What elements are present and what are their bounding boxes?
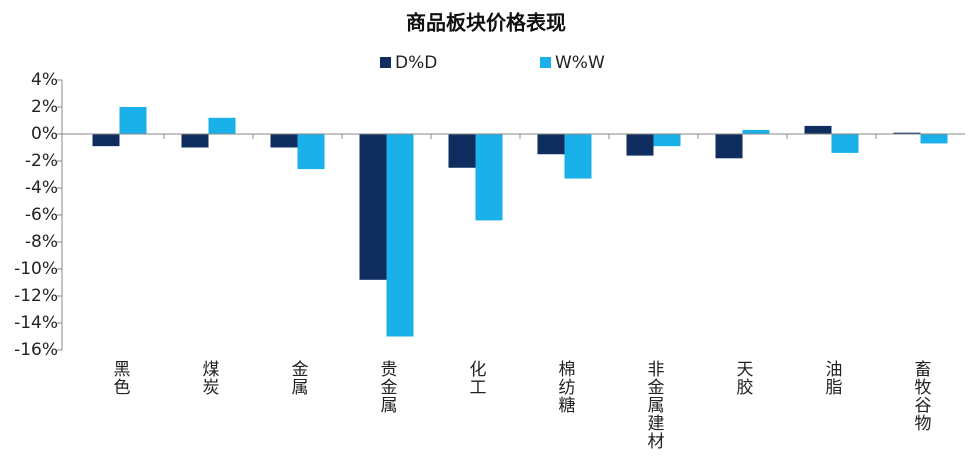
legend-swatch	[380, 57, 391, 68]
bar	[475, 134, 503, 221]
x-tick-label: 煤炭	[199, 360, 220, 396]
bar	[920, 134, 948, 144]
x-tick-label: 化工	[466, 360, 487, 396]
bar	[448, 134, 476, 168]
y-tick-label: -4%	[25, 178, 58, 198]
x-tick-label: 油脂	[822, 360, 843, 396]
y-tick-label: -12%	[14, 286, 58, 306]
y-tick-label: -2%	[25, 151, 58, 171]
y-tick-label: 4%	[31, 70, 58, 90]
bar	[119, 107, 147, 134]
y-tick-label: -6%	[25, 205, 58, 225]
y-tick-label: -8%	[25, 232, 58, 252]
bar	[386, 134, 414, 337]
bar	[804, 125, 832, 134]
x-tick-label: 非金属建材	[644, 360, 665, 450]
x-tick-label: 金属	[288, 360, 309, 396]
y-tick-label: -16%	[14, 340, 58, 360]
x-tick-label: 黑色	[110, 360, 131, 396]
legend-label: W%W	[555, 53, 605, 73]
bar	[831, 134, 859, 153]
x-tick-label: 棉纺糖	[555, 360, 576, 414]
bar	[359, 134, 387, 280]
x-tick-label: 贵金属	[377, 360, 398, 414]
bar	[92, 134, 120, 147]
bar	[208, 117, 236, 134]
legend-swatch	[540, 57, 551, 68]
bar	[715, 134, 743, 159]
bar	[742, 129, 770, 134]
legend-label: D%D	[395, 53, 437, 73]
y-tick-label: 2%	[31, 97, 58, 117]
y-tick-label: -14%	[14, 313, 58, 333]
y-tick-label: -10%	[14, 259, 58, 279]
x-tick-label: 畜牧谷物	[911, 360, 932, 432]
bar	[626, 134, 654, 156]
bar	[653, 134, 681, 147]
x-tick-label: 天胶	[733, 360, 754, 396]
bar	[564, 134, 592, 179]
y-tick-label: 0%	[31, 124, 58, 144]
bar	[297, 134, 325, 170]
bar	[270, 134, 298, 148]
bar	[537, 134, 565, 155]
chart-title: 商品板块价格表现	[406, 11, 566, 35]
bar	[181, 134, 209, 148]
bar	[893, 132, 921, 134]
